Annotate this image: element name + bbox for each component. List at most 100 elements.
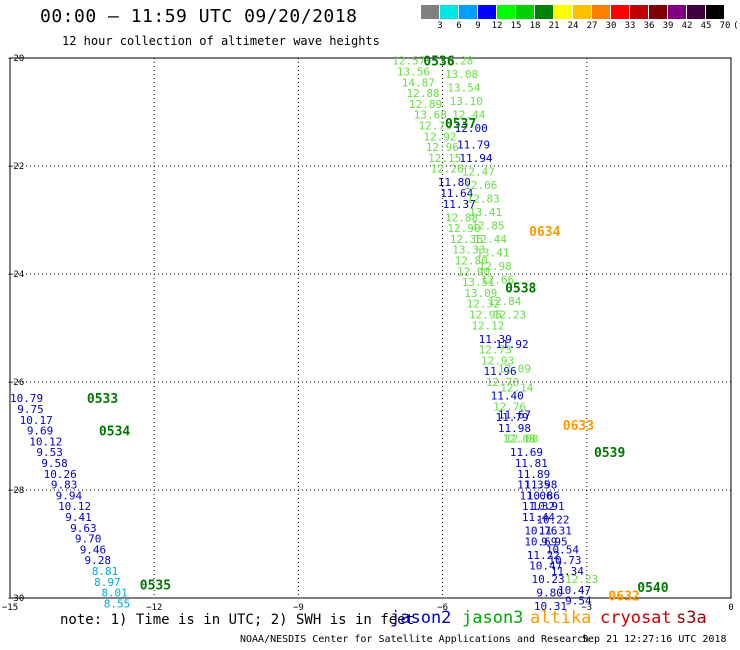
- pass-time-label: 0539: [594, 446, 625, 461]
- wave-height-value: 8.55: [104, 597, 131, 610]
- wave-height-value: 9.70: [75, 533, 102, 546]
- wave-height-value: 12.36: [450, 233, 483, 246]
- wave-height-value: 12.09: [498, 363, 531, 376]
- wave-height-value: 10.26: [44, 468, 77, 481]
- scale-swatch: [478, 5, 496, 19]
- y-tick-label: −20: [8, 54, 24, 64]
- wave-height-value: 12.79: [419, 120, 452, 133]
- x-tick-label: −6: [437, 603, 448, 613]
- x-tick-label: −3: [581, 603, 592, 613]
- wave-height-value: 12.98: [479, 260, 512, 273]
- wave-height-value: 12.12: [471, 319, 504, 332]
- wave-height-value: 10.73: [548, 554, 581, 567]
- scale-swatch: [497, 5, 515, 19]
- wave-height-value: 11.37: [443, 198, 476, 211]
- page-title: 00:00 – 11:59 UTC 09/20/2018: [40, 6, 358, 27]
- wave-height-value: 12.70: [486, 376, 519, 389]
- wave-height-value: 12.90: [447, 222, 480, 235]
- wave-height-value: 13.68: [414, 109, 447, 122]
- wave-height-value: 12.83: [467, 192, 500, 205]
- scale-label: 12: [491, 21, 503, 31]
- map-frame: [9, 57, 732, 599]
- y-tick-label: −30: [8, 594, 24, 604]
- wave-height-value: 12.89: [409, 98, 442, 111]
- wave-height-value: 9.95: [541, 535, 568, 548]
- wave-height-value: 10.22: [536, 514, 569, 527]
- wave-height-value: 11.06: [520, 489, 553, 502]
- y-tick-label: −22: [8, 162, 24, 172]
- wave-height-value: 12.88: [407, 87, 440, 100]
- scale-swatch: [630, 5, 648, 19]
- wave-height-value: 11.22: [527, 549, 560, 562]
- scale-swatch: [592, 5, 610, 19]
- wave-height-value: 9.58: [41, 457, 68, 470]
- page-subtitle: 12 hour collection of altimeter wave hei…: [62, 34, 380, 48]
- wave-height-value: 11.98: [524, 479, 557, 492]
- x-tick-label: 0: [728, 603, 733, 613]
- scale-label: 45: [700, 21, 712, 31]
- wave-height-value: 12.73: [479, 344, 512, 357]
- wave-height-value: 8.01: [101, 587, 128, 600]
- wave-height-value: 11.39: [479, 333, 512, 346]
- wave-height-value: 13.51: [462, 276, 495, 289]
- map-marks: 10.799.7510.179.6910.129.539.5810.269.83…: [10, 55, 669, 613]
- wave-height-value: 9.46: [80, 543, 107, 556]
- scale-swatch: [573, 5, 591, 19]
- scale-label: 9: [475, 21, 481, 31]
- wave-height-value: 12.00: [455, 122, 488, 135]
- pass-time-label: 0534: [99, 425, 130, 440]
- pass-time-label: 0537: [445, 117, 476, 132]
- scale-label: 24: [567, 21, 579, 31]
- wave-height-value: 11.31: [539, 525, 572, 538]
- footer-credit: NOAA/NESDIS Center for Satellite Applica…: [240, 634, 590, 645]
- wave-height-value: 10.17: [20, 414, 53, 427]
- wave-height-value: 11.94: [459, 152, 492, 165]
- wave-height-value: 10.79: [10, 392, 43, 405]
- scale-swatch: [516, 5, 534, 19]
- wave-height-value: 9.53: [36, 446, 63, 459]
- wave-height-value: 10.12: [58, 500, 91, 513]
- wave-height-value: 12.90: [457, 265, 490, 278]
- wave-height-value: 12.96: [426, 141, 459, 154]
- wave-height-value: 12.06: [464, 179, 497, 192]
- legend-s3a: s3a: [676, 608, 707, 628]
- wave-height-value: 14.87: [402, 76, 435, 89]
- scale-label: 21: [548, 21, 560, 31]
- scale-swatch: [554, 5, 572, 19]
- wave-height-value: 12.23: [565, 573, 598, 586]
- wave-height-value: 10.47: [558, 584, 591, 597]
- wave-height-value: 12.08: [505, 433, 538, 446]
- wave-height-value: 10.47: [529, 560, 562, 573]
- wave-height-value: 10.91: [532, 500, 565, 513]
- scale-label: 18: [529, 21, 541, 31]
- legend-jason2: jason2: [390, 608, 452, 628]
- scale-swatch: [535, 5, 553, 19]
- scale-label: 33: [624, 21, 636, 31]
- scale-label: 42: [681, 21, 693, 31]
- pass-time-label: 0632: [608, 589, 639, 604]
- wave-height-value: 13.33: [452, 244, 485, 257]
- wave-height-value: 8.97: [94, 576, 121, 589]
- map-grid: −15 −12 −9 −6 −3 0−20−22−24−26−28−30: [2, 54, 734, 613]
- scale-swatch: [706, 5, 724, 19]
- wave-height-value: 11.92: [495, 338, 528, 351]
- wave-height-value: 12.66: [481, 273, 514, 286]
- wave-height-value: 11.64: [440, 187, 473, 200]
- wave-height-value: 9.75: [17, 403, 44, 416]
- pass-time-label: 0540: [637, 581, 668, 596]
- scale-label: 3: [437, 21, 443, 31]
- wave-height-value: 11.89: [517, 468, 550, 481]
- wave-height-value: 13.41: [476, 246, 509, 259]
- wave-height-value: 9.63: [70, 522, 97, 535]
- wave-height-value: 13.10: [450, 95, 483, 108]
- wave-height-value: 11.98: [498, 422, 531, 435]
- wave-height-value: 12.93: [481, 354, 514, 367]
- scale-swatch: [687, 5, 705, 19]
- legend-altika: altika: [530, 608, 592, 628]
- wave-height-value: 11.80: [438, 176, 471, 189]
- scale-label: 15: [510, 21, 522, 31]
- wave-height-value: 12.44: [474, 233, 507, 246]
- scale-swatch: [649, 5, 667, 19]
- y-tick-label: −26: [8, 378, 24, 388]
